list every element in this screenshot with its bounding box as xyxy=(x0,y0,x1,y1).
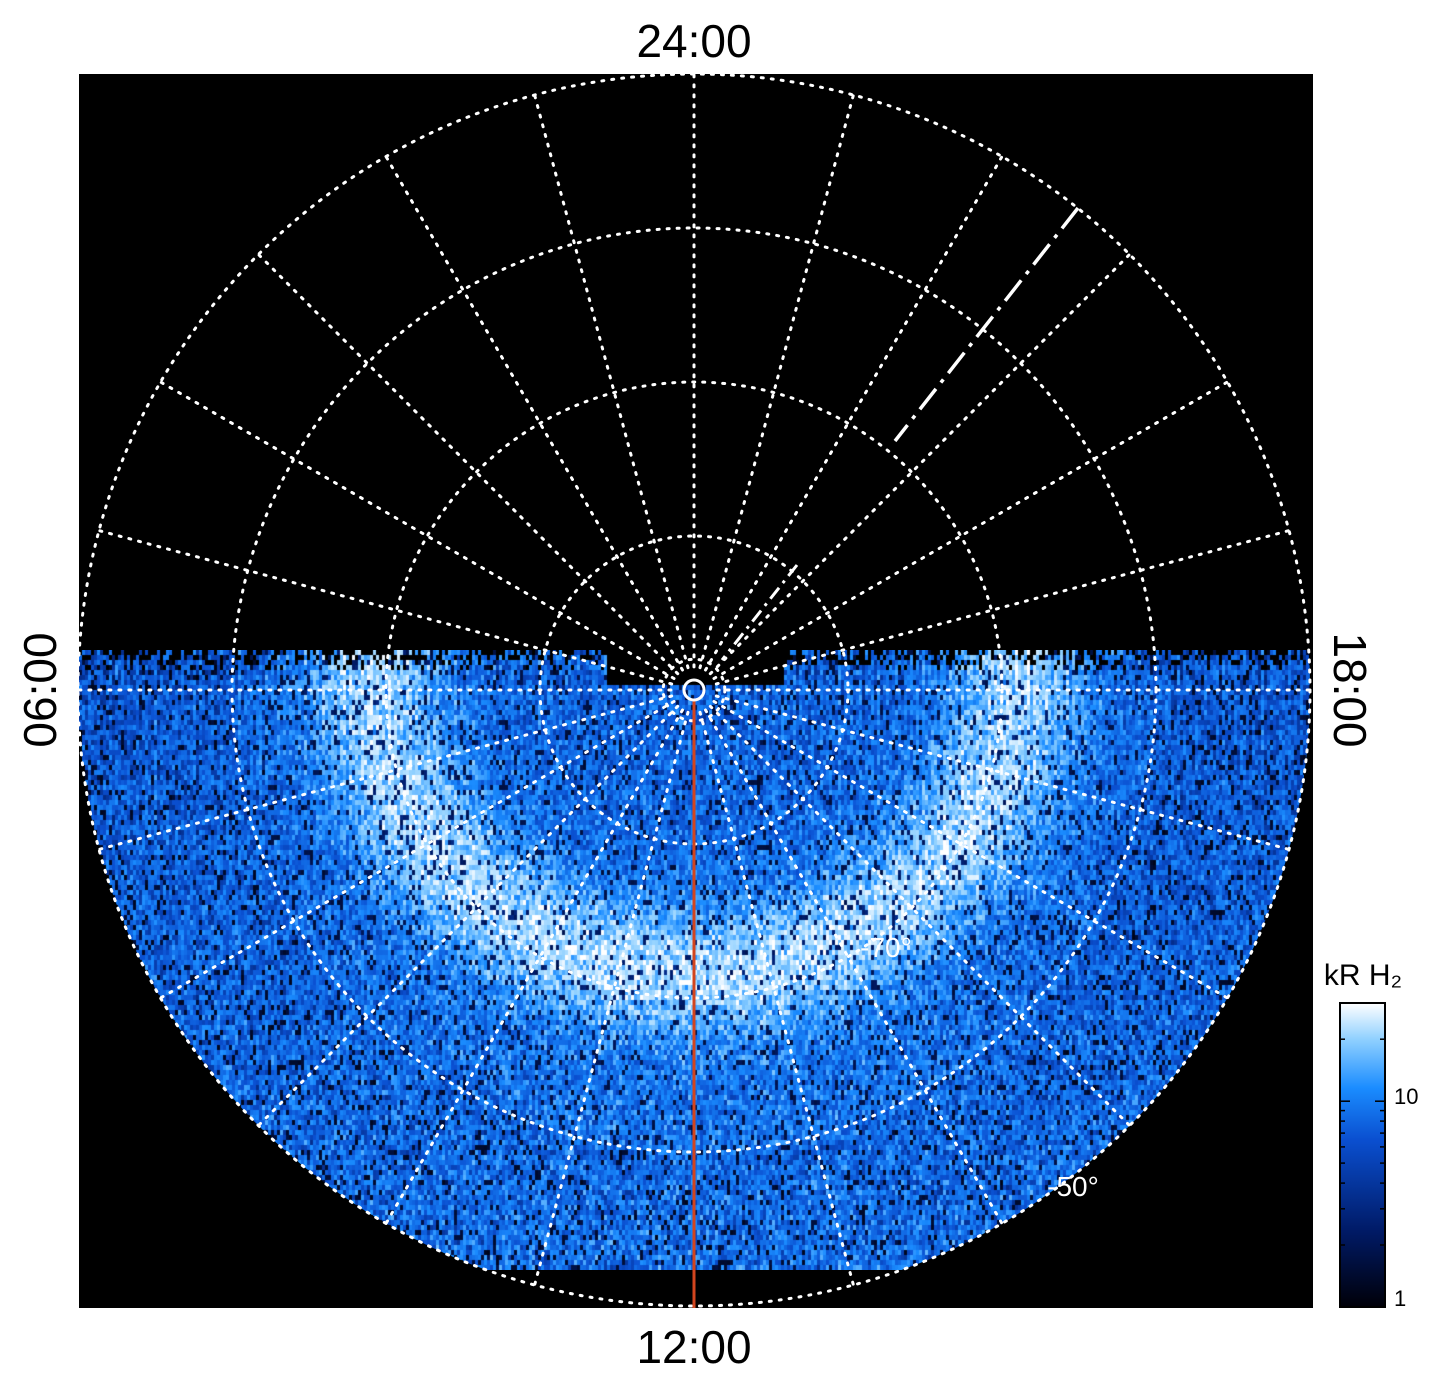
latitude-circle xyxy=(661,657,727,723)
polar-grid xyxy=(76,72,1312,1308)
meridian-line xyxy=(384,155,684,672)
colorbar-title: kR H₂ xyxy=(1324,959,1402,992)
colorbar-tick-1: 1 xyxy=(1394,1286,1406,1311)
pole-marker-icon xyxy=(682,678,706,702)
meridian-line xyxy=(698,93,855,670)
meridian-line xyxy=(704,708,1004,1225)
lt-label-right: 18:00 xyxy=(1324,632,1376,747)
lat-label-70: -70° xyxy=(860,932,912,963)
latitude-circle xyxy=(384,380,1004,1000)
meridian-line xyxy=(708,252,1132,676)
meridian-line xyxy=(708,704,1132,1128)
meridian-line xyxy=(712,700,1229,1000)
meridian-line xyxy=(704,155,1004,672)
lt-label-left: 06:00 xyxy=(14,632,66,747)
meridian-line xyxy=(714,694,1291,851)
footprint-dashdot-line xyxy=(893,206,1080,443)
meridian-line xyxy=(384,708,684,1225)
lt-label-bottom: 12:00 xyxy=(636,1321,751,1373)
meridian-line xyxy=(712,380,1229,680)
meridian-line xyxy=(159,380,676,680)
colorbar-ticks xyxy=(1340,1002,1385,1308)
meridian-line xyxy=(714,529,1291,686)
meridian-line xyxy=(698,710,855,1287)
lt-label-top: 24:00 xyxy=(636,15,751,67)
meridian-line xyxy=(97,694,674,851)
footprint-dashdot-inner xyxy=(720,564,799,661)
meridian-line xyxy=(533,93,690,670)
meridian-line xyxy=(256,252,680,676)
meridian-line xyxy=(159,700,676,1000)
colorbar xyxy=(1339,1002,1386,1308)
meridian-line xyxy=(97,529,674,686)
meridian-line xyxy=(256,704,680,1128)
lat-label-50: -50° xyxy=(1047,1171,1099,1202)
meridian-line xyxy=(533,710,690,1287)
colorbar-tick-10: 10 xyxy=(1394,1084,1418,1109)
